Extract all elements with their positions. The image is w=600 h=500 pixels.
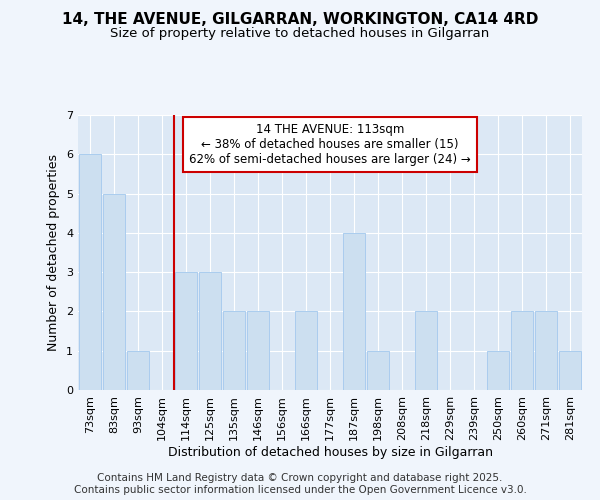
Bar xyxy=(223,312,245,390)
Bar xyxy=(295,312,317,390)
Bar xyxy=(559,350,581,390)
Bar xyxy=(247,312,269,390)
Y-axis label: Number of detached properties: Number of detached properties xyxy=(47,154,61,351)
X-axis label: Distribution of detached houses by size in Gilgarran: Distribution of detached houses by size … xyxy=(167,446,493,458)
Bar xyxy=(79,154,101,390)
Bar xyxy=(367,350,389,390)
Bar xyxy=(487,350,509,390)
Bar xyxy=(199,272,221,390)
Bar xyxy=(343,233,365,390)
Bar xyxy=(511,312,533,390)
Bar xyxy=(415,312,437,390)
Text: 14, THE AVENUE, GILGARRAN, WORKINGTON, CA14 4RD: 14, THE AVENUE, GILGARRAN, WORKINGTON, C… xyxy=(62,12,538,28)
Text: Contains HM Land Registry data © Crown copyright and database right 2025.
Contai: Contains HM Land Registry data © Crown c… xyxy=(74,474,526,495)
Text: 14 THE AVENUE: 113sqm
← 38% of detached houses are smaller (15)
62% of semi-deta: 14 THE AVENUE: 113sqm ← 38% of detached … xyxy=(189,123,471,166)
Bar xyxy=(127,350,149,390)
Bar xyxy=(103,194,125,390)
Bar xyxy=(535,312,557,390)
Text: Size of property relative to detached houses in Gilgarran: Size of property relative to detached ho… xyxy=(110,28,490,40)
Bar xyxy=(175,272,197,390)
